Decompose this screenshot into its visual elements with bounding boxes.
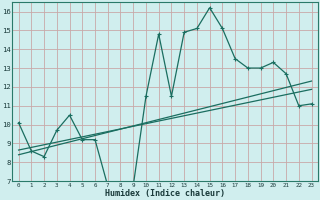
X-axis label: Humidex (Indice chaleur): Humidex (Indice chaleur) [105, 189, 225, 198]
